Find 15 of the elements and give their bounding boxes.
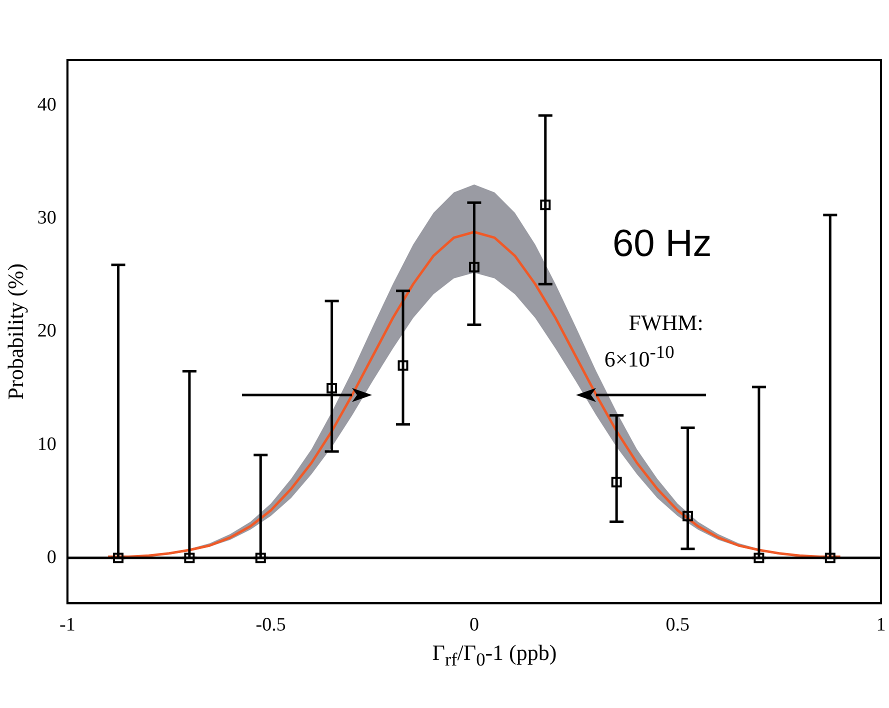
x-tick-label: 0 — [469, 614, 479, 636]
annotation: 6×10$^{-10}$ — [604, 342, 674, 373]
y-axis-title: Probability (%) — [2, 263, 28, 400]
y-tick-label: 30 — [37, 207, 56, 228]
annotation: 60 Hz — [612, 222, 712, 266]
x-tick-label: 1 — [876, 614, 886, 636]
x-tick-label: 0.5 — [666, 614, 690, 636]
x-axis-title: Γ$_{rf}$/Γ$_{0}$-1 (ppb) — [431, 640, 558, 670]
y-tick-label: 40 — [37, 94, 56, 116]
y-tick-label: 0 — [46, 546, 56, 568]
annotation: FWHM: — [628, 310, 704, 336]
y-tick-label: 20 — [37, 320, 56, 342]
x-tick-label: -1 — [59, 614, 76, 636]
y-tick-label: 10 — [37, 434, 56, 455]
x-tick-label: -0.5 — [256, 614, 286, 636]
